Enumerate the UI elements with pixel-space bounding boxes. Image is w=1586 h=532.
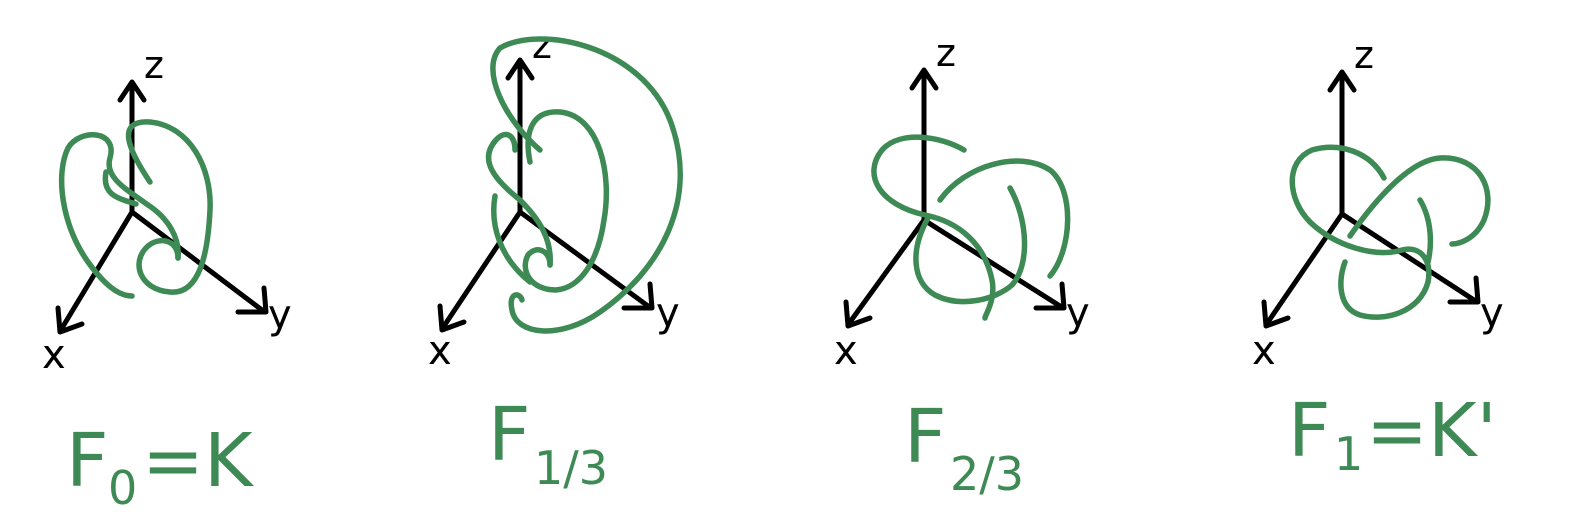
caption-symbol: F [904,394,947,480]
knot-strand [522,109,609,293]
knot-strand [490,36,683,334]
z-axis-label: z [1354,33,1374,77]
caption-subscript: 1/3 [534,441,608,495]
axes-f0: z x y [42,43,292,378]
knot-f2-3 [871,134,1071,321]
panel-f2-3: z x y F 2/3 [834,31,1090,501]
y-axis-arrowhead [1033,281,1067,311]
y-axis-label: y [268,292,292,338]
knot-strand [1347,155,1491,247]
caption-subscript: 0 [108,461,137,515]
z-axis-label: z [936,31,956,75]
knot-strand [485,131,553,268]
caption-symbol: F [488,392,531,478]
knot-strand [871,134,996,321]
caption-f2-3: F 2/3 [904,394,1024,501]
x-axis-label: x [428,328,452,374]
y-axis-label: y [1480,290,1504,336]
z-axis-arrowhead [117,79,147,103]
panel-f1-3: z x y F 1/3 [428,23,683,495]
knot-strand [1289,144,1432,285]
caption-f0: F 0 =K [66,418,255,515]
x-axis-arrowhead [437,303,467,333]
caption-f1-3: F 1/3 [488,392,608,495]
x-axis [847,217,927,325]
caption-equation: =K [142,418,255,504]
knot-f0 [58,119,213,299]
caption-symbol: F [66,418,109,504]
z-axis-arrowhead [505,57,535,81]
x-axis [441,209,523,329]
x-axis-label: x [1252,328,1276,374]
panel-f0: z x y F 0 =K [42,43,292,515]
z-axis-label: z [144,43,164,87]
caption-symbol: F [1288,388,1331,474]
y-axis-arrowhead [235,285,269,315]
knot-strand [1338,259,1431,320]
caption-equation: =K' [1366,388,1497,474]
y-axis [921,217,1063,309]
knot-strand [913,185,1028,305]
axes-f1: z x y [1252,33,1504,374]
caption-f1: F 1 =K' [1288,388,1497,481]
axes-f2-3: z x y [834,31,1090,374]
caption-subscript: 1 [1334,427,1363,481]
knot-strand [125,119,213,295]
y-axis-label: y [1066,290,1090,336]
x-axis-label: x [42,332,66,378]
y-axis [129,209,265,313]
z-axis-arrowhead [909,67,939,91]
knot-f1 [1289,144,1491,320]
z-axis-label: z [532,23,552,67]
caption-subscript: 2/3 [950,447,1024,501]
z-axis-arrowhead [1327,69,1357,93]
y-axis-arrowhead [621,281,655,311]
panel-f1: z x y F 1 =K' [1252,33,1504,481]
y-axis-arrowhead [1447,275,1481,305]
x-axis-arrowhead [1261,299,1291,329]
x-axis-label: x [834,328,858,374]
knot-strand [1417,197,1434,265]
y-axis-label: y [656,290,680,336]
knot-f1-3 [485,36,683,334]
knot-strand [58,132,181,299]
y-axis [1339,211,1477,303]
x-axis-arrowhead [843,299,873,329]
x-axis-arrowhead [55,305,85,335]
knot-strand [937,158,1071,279]
knot-strand [102,169,139,207]
x-axis [1265,211,1345,325]
knot-strand [491,193,533,285]
